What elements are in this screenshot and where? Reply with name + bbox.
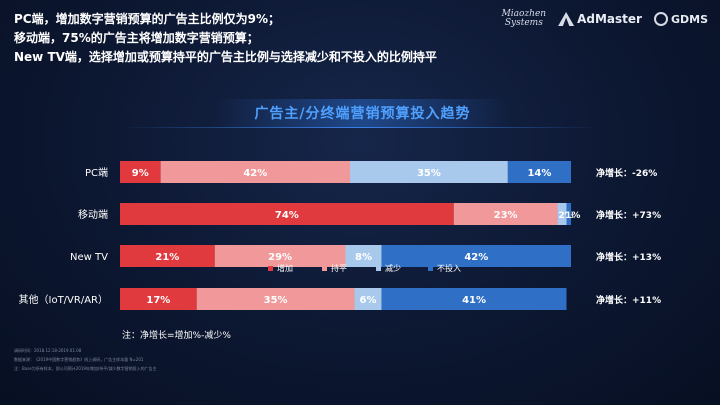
data-label: 29% bbox=[268, 252, 292, 263]
net-growth-label: 净增长：+13% bbox=[596, 251, 661, 263]
bar-segment bbox=[381, 245, 571, 267]
headline-line-3: New TV端，选择增加或预算持平的广告主比例与选择减少和不投入的比例持平 bbox=[14, 50, 437, 64]
data-label: 14% bbox=[527, 168, 551, 179]
data-label: 35% bbox=[417, 168, 441, 179]
bar-segment bbox=[381, 288, 567, 310]
net-growth-label: 净增长：-26% bbox=[596, 167, 657, 179]
category-label: PC端 bbox=[85, 166, 108, 179]
headline-line-2: 移动端，75%的广告主将增加数字营销预算； bbox=[14, 31, 259, 45]
category-label: 移动端 bbox=[78, 208, 108, 221]
data-label: 17% bbox=[146, 295, 170, 306]
miaozhen-logo: Miaozhen Systems bbox=[501, 9, 547, 28]
bar-segment bbox=[350, 161, 508, 183]
bar-segment bbox=[345, 245, 382, 267]
bar-segment bbox=[557, 203, 567, 225]
bar-segment bbox=[453, 203, 558, 225]
legend-label: 增加 bbox=[277, 263, 293, 273]
data-label: 41% bbox=[462, 295, 486, 306]
category-label: New TV bbox=[70, 252, 108, 263]
footnote-line-2: 数据来源：《2019中国数字营销趋势》线上调研，广告主样本量 N=201 bbox=[14, 357, 144, 362]
legend-swatch bbox=[376, 266, 381, 271]
bar-segment bbox=[120, 203, 454, 225]
data-label: 1% bbox=[565, 211, 580, 221]
bar-segment bbox=[160, 161, 351, 183]
legend-swatch bbox=[428, 266, 433, 271]
legend-swatch bbox=[268, 266, 273, 271]
data-label: 23% bbox=[494, 210, 518, 221]
data-label: 42% bbox=[464, 252, 488, 263]
legend-label: 不投入 bbox=[437, 263, 461, 273]
data-label: 35% bbox=[264, 295, 288, 306]
logo-bar: Miaozhen Systems AdMaster GDMS bbox=[502, 10, 708, 28]
bar-segment bbox=[214, 245, 346, 267]
headline: PC端，增加数字营销预算的广告主比例仅为9%； 移动端，75%的广告主将增加数字… bbox=[14, 10, 437, 67]
bar-segment bbox=[507, 161, 571, 183]
category-label: 其他（IoT/VR/AR） bbox=[19, 293, 109, 306]
bar-segment bbox=[354, 288, 382, 310]
footnote-line-3: 注：Base为所有样本，即公司预计2019年增加/持平/减少数字营销投入的广告主 bbox=[14, 366, 157, 371]
headline-line-1: PC端，增加数字营销预算的广告主比例仅为9%； bbox=[14, 12, 280, 26]
net-growth-label: 净增长：+11% bbox=[596, 294, 661, 306]
data-label: 21% bbox=[155, 252, 179, 263]
chart-title: 广告主/分终端营销预算投入趋势 bbox=[254, 106, 471, 122]
data-label: 2% bbox=[558, 211, 573, 221]
footnotes: 调研时间：2018.12.18-2019.01.08 数据来源：《2019中国数… bbox=[14, 346, 157, 373]
data-label: 42% bbox=[243, 168, 267, 179]
bar-segment bbox=[196, 288, 355, 310]
data-label: 74% bbox=[275, 210, 299, 221]
data-label: 9% bbox=[132, 168, 149, 179]
title-underline bbox=[120, 127, 600, 128]
bar-segment bbox=[120, 161, 161, 183]
legend-label: 持平 bbox=[331, 263, 347, 273]
gdms-logo: GDMS bbox=[653, 12, 708, 26]
net-growth-label: 净增长：+73% bbox=[596, 209, 661, 221]
footnote-line-1: 调研时间：2018.12.18-2019.01.08 bbox=[14, 348, 82, 353]
gdms-ring-icon bbox=[653, 12, 668, 26]
data-label: 8% bbox=[355, 252, 372, 263]
bar-segment bbox=[120, 288, 197, 310]
legend-label: 减少 bbox=[385, 263, 401, 273]
chart-note: 注：净增长=增加%-减少% bbox=[122, 331, 231, 341]
legend-swatch bbox=[322, 266, 327, 271]
data-label: 6% bbox=[360, 295, 377, 306]
bar-segment bbox=[120, 245, 215, 267]
chart-title-banner: 广告主/分终端营销预算投入趋势 bbox=[215, 99, 510, 127]
bar-segment bbox=[566, 203, 571, 225]
admaster-logo: AdMaster bbox=[558, 12, 642, 26]
